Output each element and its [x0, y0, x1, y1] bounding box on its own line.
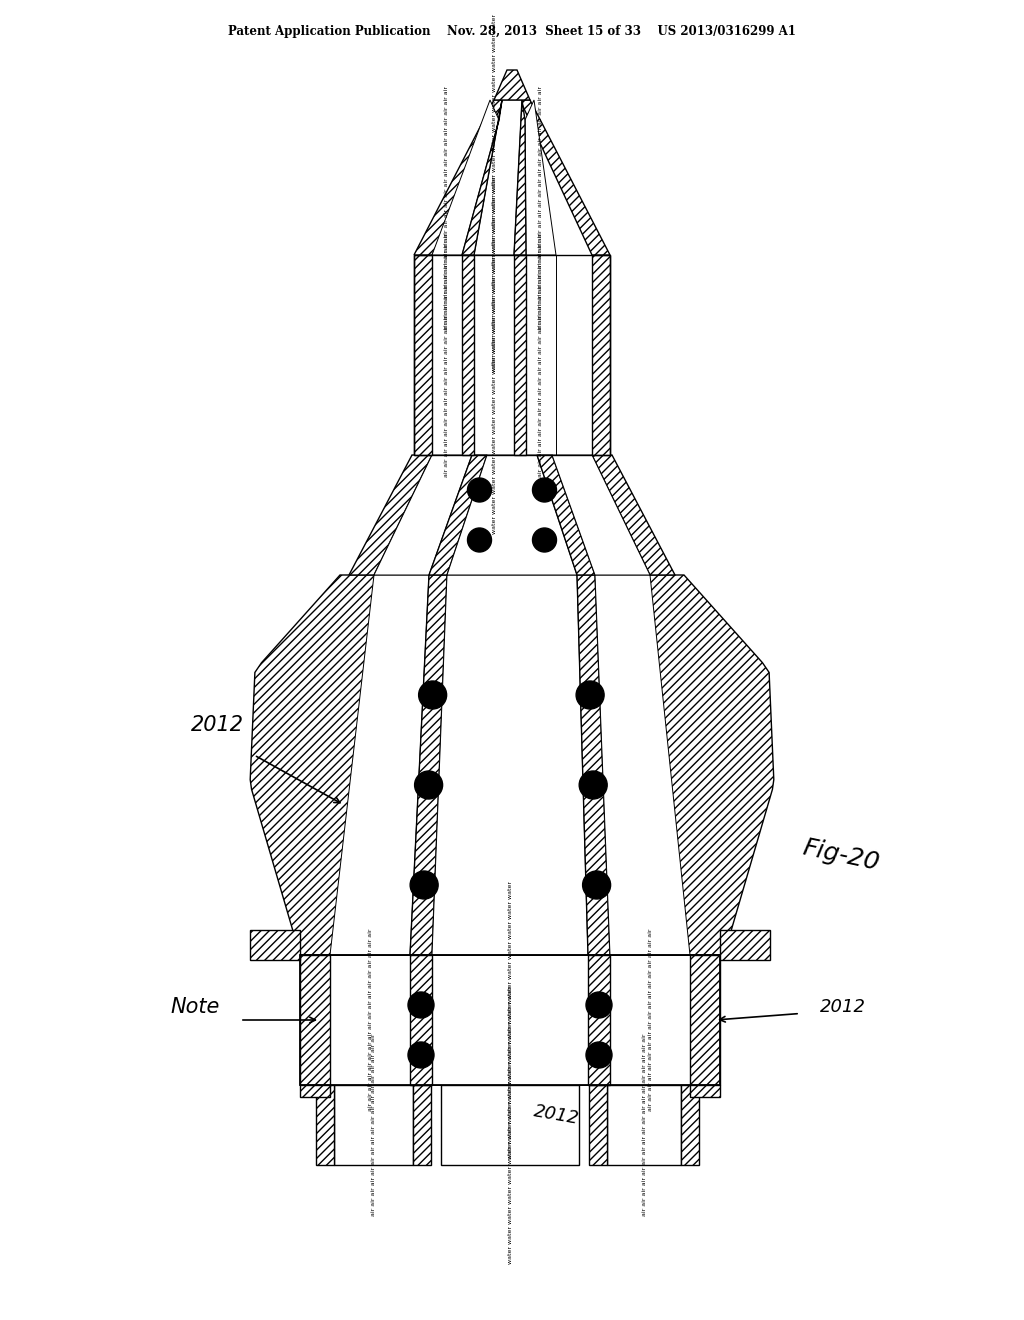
- Polygon shape: [374, 455, 472, 576]
- Circle shape: [532, 528, 556, 552]
- Text: 2012: 2012: [820, 998, 866, 1016]
- Text: air air air air air air air air air air air air air air air air air air: air air air air air air air air air air …: [647, 929, 652, 1111]
- Polygon shape: [592, 455, 675, 576]
- Bar: [607, 1085, 681, 1166]
- Polygon shape: [432, 576, 588, 954]
- Polygon shape: [525, 100, 556, 255]
- Circle shape: [411, 871, 438, 899]
- Polygon shape: [520, 100, 610, 255]
- Text: air air air air air air air air air air air air air air air air air air air air : air air air air air air air air air air …: [444, 234, 450, 477]
- Text: 2012: 2012: [191, 715, 244, 735]
- Bar: [334, 1085, 413, 1166]
- Text: air air air air air air air air air air air air air air air air air air: air air air air air air air air air air …: [368, 929, 373, 1111]
- Polygon shape: [537, 455, 595, 576]
- Polygon shape: [462, 100, 502, 255]
- Bar: [720, 931, 770, 960]
- Bar: [300, 954, 330, 1085]
- Circle shape: [419, 681, 446, 709]
- Text: water water water water water water water water water water water water water wa: water water water water water water wate…: [508, 986, 512, 1265]
- Circle shape: [577, 681, 604, 709]
- Circle shape: [408, 993, 434, 1018]
- Text: air air air air air air air air air air air air air air air air air air: air air air air air air air air air air …: [371, 1034, 376, 1216]
- Circle shape: [532, 478, 556, 502]
- Bar: [330, 954, 410, 1085]
- Text: 2012: 2012: [532, 1102, 581, 1127]
- Bar: [432, 954, 588, 1085]
- Circle shape: [583, 871, 610, 899]
- Text: air air air air air air air air air air air air air air air air air air air air : air air air air air air air air air air …: [539, 234, 544, 477]
- Polygon shape: [494, 70, 530, 100]
- Text: air air air air air air air air air air air air air air air air air air air air : air air air air air air air air air air …: [539, 87, 544, 330]
- Bar: [690, 1085, 720, 1097]
- Polygon shape: [474, 100, 522, 255]
- Bar: [514, 255, 526, 455]
- Bar: [300, 954, 720, 1085]
- Text: water water water water water water water water water water water water water wa: water water water water water water wate…: [508, 880, 512, 1159]
- Bar: [410, 954, 432, 1085]
- Bar: [462, 255, 474, 455]
- Polygon shape: [577, 576, 610, 954]
- Polygon shape: [447, 455, 577, 576]
- Circle shape: [586, 993, 612, 1018]
- Text: water water water water water water water water water water water water water wa: water water water water water water wate…: [492, 15, 497, 372]
- Bar: [413, 1085, 431, 1166]
- Text: air air air air air air air air air air air air air air air air air air air air : air air air air air air air air air air …: [444, 87, 450, 330]
- Text: air air air air air air air air air air air air air air air air air air: air air air air air air air air air air …: [641, 1034, 646, 1216]
- Polygon shape: [514, 100, 526, 255]
- Polygon shape: [349, 455, 432, 576]
- Circle shape: [468, 478, 492, 502]
- Circle shape: [415, 771, 442, 799]
- Bar: [432, 255, 462, 455]
- Bar: [300, 1085, 330, 1097]
- Polygon shape: [552, 455, 650, 576]
- Polygon shape: [250, 576, 774, 954]
- Polygon shape: [432, 100, 499, 255]
- Text: Fig-20: Fig-20: [800, 836, 882, 875]
- Circle shape: [468, 528, 492, 552]
- Bar: [441, 1085, 579, 1166]
- Text: Patent Application Publication    Nov. 28, 2013  Sheet 15 of 33    US 2013/03162: Patent Application Publication Nov. 28, …: [228, 25, 796, 38]
- Text: Note: Note: [171, 997, 220, 1016]
- Circle shape: [586, 1041, 612, 1068]
- Bar: [588, 954, 610, 1085]
- Bar: [526, 255, 556, 455]
- Bar: [414, 255, 432, 455]
- Text: water water water water water water water water water water water water water wa: water water water water water water wate…: [492, 176, 497, 535]
- Circle shape: [580, 771, 607, 799]
- Polygon shape: [410, 576, 447, 954]
- Bar: [589, 1085, 607, 1166]
- Polygon shape: [414, 100, 504, 255]
- Polygon shape: [595, 576, 690, 954]
- Bar: [474, 255, 514, 455]
- Polygon shape: [429, 455, 487, 576]
- Bar: [414, 255, 610, 455]
- Bar: [690, 954, 720, 1085]
- Bar: [610, 954, 690, 1085]
- Bar: [250, 931, 300, 960]
- Bar: [681, 1085, 699, 1166]
- Circle shape: [408, 1041, 434, 1068]
- Bar: [592, 255, 610, 455]
- Bar: [316, 1085, 334, 1166]
- Polygon shape: [330, 576, 429, 954]
